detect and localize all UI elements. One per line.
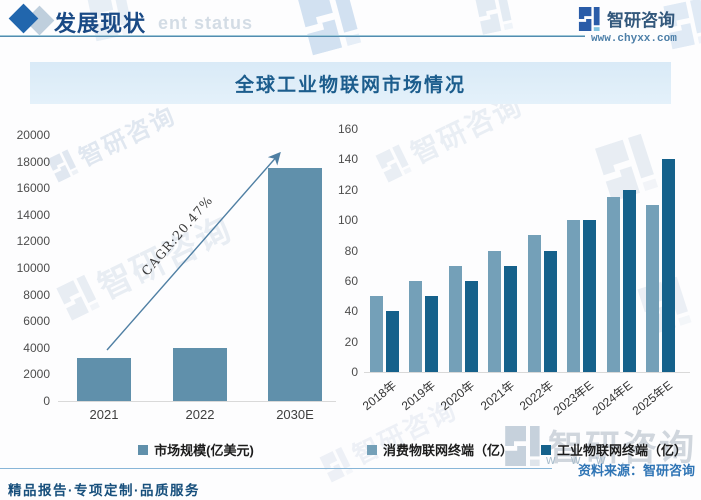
left-ytick: 14000 <box>16 207 50 222</box>
right-ytick: 160 <box>337 122 358 136</box>
bar-2020年-s0 <box>448 265 462 372</box>
bar-2021 <box>77 358 131 401</box>
right-ytick: 60 <box>344 273 358 288</box>
right-ytick: 0 <box>351 365 358 379</box>
left-ytick: 12000 <box>16 234 50 249</box>
bar-2022年-s0 <box>527 235 541 372</box>
chart-title-banner: 全球工业物联网市场情况 <box>30 62 671 104</box>
bar-2023年E-s0 <box>567 220 581 372</box>
legend-series-1: 工业物联网终端（亿） <box>541 440 687 459</box>
bar-2019年-s0 <box>409 280 423 372</box>
bar-2018年-s0 <box>370 296 383 372</box>
left-ytick: 6000 <box>23 314 50 329</box>
left-x-axis-line <box>58 401 336 402</box>
bar-2021年-s0 <box>488 250 502 372</box>
bar-2019年-s1 <box>425 296 439 372</box>
data-source: 资料来源：智研咨询 <box>577 463 695 478</box>
left-ytick: 18000 <box>16 154 50 169</box>
brand-logo-icon <box>578 6 600 31</box>
right-ytick: 80 <box>344 243 358 258</box>
brand-logo: 智研咨询 <box>577 6 675 31</box>
bar-2020年-s1 <box>464 280 478 372</box>
bar-2024年E-s0 <box>606 197 620 372</box>
footer-divider <box>0 468 552 469</box>
left-legend: 市场规模(亿美元) <box>58 440 334 459</box>
left-xlabel: 2021 <box>89 407 119 422</box>
legend-swatch <box>366 444 377 455</box>
footer-slogan: 精品报告·专项定制·品质服务 <box>8 483 200 498</box>
brand-logo-text: 智研咨询 <box>607 11 675 30</box>
left-xlabel: 2022 <box>185 407 215 422</box>
legend-swatch <box>138 444 149 455</box>
page-title: 发展现状 <box>54 11 147 36</box>
left-ytick: 10000 <box>16 261 50 275</box>
right-ytick: 20 <box>344 334 358 349</box>
legend-series-0: 消费物联网终端（亿） <box>366 440 513 459</box>
left-ytick: 20000 <box>16 128 50 142</box>
bar-2018年-s1 <box>386 311 399 372</box>
bar-2023年E-s1 <box>583 220 597 372</box>
bar-2025年E-s0 <box>646 204 659 372</box>
bar-2021年-s1 <box>504 265 518 372</box>
left-ytick: 4000 <box>23 340 50 355</box>
bar-2024年E-s1 <box>622 189 636 372</box>
legend-label: 消费物联网终端（亿） <box>382 443 513 458</box>
right-ytick: 40 <box>344 304 358 319</box>
right-ytick: 140 <box>337 152 358 167</box>
bar-2022年-s1 <box>543 250 557 372</box>
chart-title: 全球工业物联网市场情况 <box>234 74 466 96</box>
legend-label: 工业物联网终端（亿） <box>557 443 688 458</box>
left-ytick: 8000 <box>23 287 50 302</box>
legend-swatch <box>541 444 551 455</box>
right-legend: 消费物联网终端（亿） 工业物联网终端（亿） <box>364 440 690 459</box>
bar-2022 <box>173 347 227 401</box>
legend-label: 市场规模(亿美元) <box>154 443 254 458</box>
legend-market-size: 市场规模(亿美元) <box>138 440 254 459</box>
header-divider <box>0 35 585 37</box>
brand-url[interactable]: www.chyxx.com <box>591 33 677 45</box>
left-ytick: 2000 <box>23 367 50 382</box>
left-xlabel: 2030E <box>276 407 314 422</box>
left-ytick: 0 <box>43 394 50 408</box>
right-x-axis-line <box>364 372 690 373</box>
bar-2025年E-s1 <box>662 159 675 372</box>
right-ytick: 120 <box>337 182 358 197</box>
header-watermark-text: ent status <box>158 13 254 33</box>
right-ytick: 100 <box>337 213 358 228</box>
left-ytick: 16000 <box>16 181 50 196</box>
